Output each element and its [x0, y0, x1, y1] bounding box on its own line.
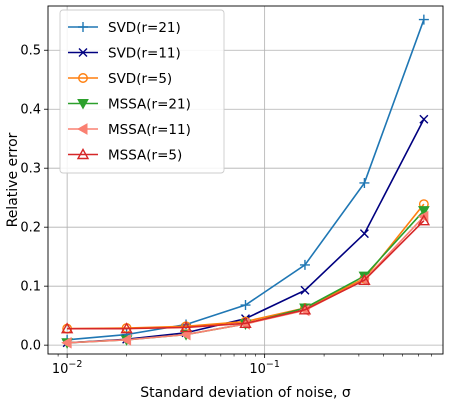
legend-box — [59, 9, 225, 174]
series-line — [67, 220, 425, 330]
y-tick-label: 0.3 — [20, 162, 41, 177]
marker-triangle-left — [76, 123, 88, 135]
marker-triangle-up — [76, 148, 90, 160]
legend-label: MSSA(r=21) — [108, 97, 191, 113]
y-axis-label: Relative error — [5, 132, 21, 227]
marker-circle — [78, 73, 88, 83]
y-tick-label: 0.4 — [20, 103, 41, 118]
y-tick-label: 0.0 — [20, 339, 41, 354]
x-tick-label: 10−1 — [249, 359, 280, 377]
legend-label: SVD(r=5) — [108, 71, 172, 87]
marker-plus — [359, 177, 370, 188]
legend-label: MSSA(r=5) — [108, 148, 182, 164]
legend-label: SVD(r=11) — [108, 46, 181, 62]
series-mssa-r-5 — [60, 214, 431, 334]
axes-frame — [47, 5, 444, 355]
y-tick-label: 0.1 — [20, 280, 41, 295]
marker-plus — [240, 300, 251, 311]
marker-x — [78, 48, 88, 57]
marker-triangle-up — [298, 303, 312, 315]
marker-plus — [78, 22, 88, 32]
marker-x — [300, 285, 310, 295]
legend-label: MSSA(r=11) — [108, 122, 191, 138]
marker-plus — [418, 14, 429, 25]
marker-triangle-up — [358, 273, 371, 285]
legend: SVD(r=21) SVD(r=11) SVD(r=5) MSSA(r=21) MSSA… — [59, 9, 225, 174]
y-tick-label: 0.2 — [20, 221, 41, 236]
marker-triangle-up — [239, 316, 252, 329]
marker-triangle-down — [418, 206, 430, 217]
marker-triangle-up — [60, 322, 74, 334]
marker-x — [359, 229, 369, 239]
marker-triangle-up — [417, 214, 431, 226]
legend-label: SVD(r=21) — [108, 20, 181, 36]
marker-triangle-left — [61, 336, 72, 349]
marker-x — [419, 114, 429, 124]
x-tick-label: 10−2 — [52, 359, 83, 377]
marker-triangle-up — [120, 322, 133, 334]
marker-triangle-down — [77, 99, 89, 110]
marker-plus — [299, 259, 310, 270]
x-axis-label: Standard deviation of noise, σ — [140, 385, 351, 401]
y-tick-label: 0.5 — [20, 44, 41, 59]
marker-triangle-left — [120, 333, 132, 346]
marker-triangle-up — [179, 321, 193, 333]
